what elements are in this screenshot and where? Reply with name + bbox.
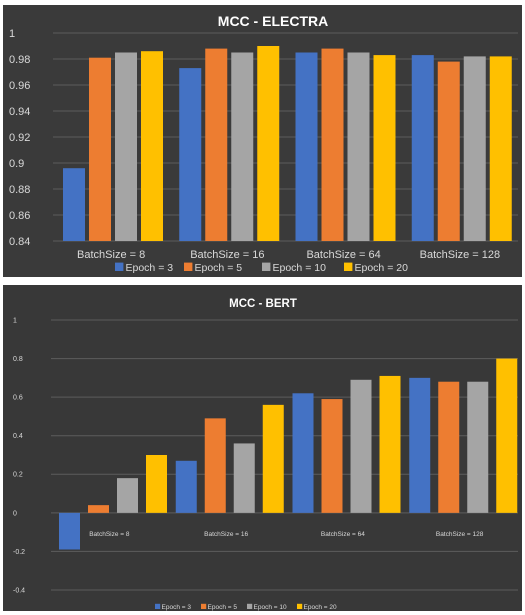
x-category-label: BatchSize = 8 xyxy=(77,249,145,261)
bar xyxy=(295,52,318,241)
chart-title: MCC - ELECTRA xyxy=(218,13,328,29)
legend-label: Epoch = 3 xyxy=(126,262,174,274)
legend-label: Epoch = 10 xyxy=(273,262,327,274)
bar xyxy=(141,51,163,242)
y-tick-label: 0.2 xyxy=(13,472,23,479)
y-tick-label: 0 xyxy=(13,510,17,517)
legend-label: Epoch = 20 xyxy=(355,262,409,274)
bar xyxy=(350,379,372,513)
bar xyxy=(204,418,226,513)
bar xyxy=(409,377,431,513)
y-tick-label: 0.96 xyxy=(9,80,30,92)
y-tick-label: 0.4 xyxy=(13,433,23,440)
bar xyxy=(321,48,344,241)
legend-swatch xyxy=(297,603,303,609)
y-tick-label: 1 xyxy=(13,317,17,324)
y-tick-label: 0.84 xyxy=(9,236,30,248)
y-tick-label: 1 xyxy=(9,28,15,40)
y-tick-label: 0.92 xyxy=(9,132,30,144)
bar xyxy=(467,381,489,513)
x-category-label: BatchSize = 64 xyxy=(306,249,380,261)
y-tick-label: 0.98 xyxy=(9,54,30,66)
bar xyxy=(257,46,280,241)
y-tick-label: 0.8 xyxy=(13,356,23,363)
legend-label: Epoch = 5 xyxy=(208,604,238,611)
y-tick-label: 0.6 xyxy=(13,395,23,402)
legend-label: Epoch = 5 xyxy=(195,262,243,274)
bar xyxy=(437,61,460,241)
x-category-label: BatchSize = 16 xyxy=(204,531,248,538)
bar xyxy=(179,68,202,241)
bar xyxy=(321,399,343,513)
legend-swatch xyxy=(247,603,253,609)
x-category-label: BatchSize = 16 xyxy=(190,249,264,261)
x-category-label: BatchSize = 128 xyxy=(436,531,484,538)
legend-swatch xyxy=(262,262,271,271)
bar xyxy=(231,52,254,241)
bar xyxy=(89,57,111,242)
legend-swatch xyxy=(184,262,193,271)
legend-label: Epoch = 10 xyxy=(254,604,287,611)
legend-swatch xyxy=(201,603,207,609)
legend-label: Epoch = 20 xyxy=(304,604,337,611)
legend-swatch xyxy=(155,603,161,609)
bar xyxy=(262,404,284,513)
bar xyxy=(146,455,167,513)
bert-chart-panel: MCC - BERT -0.4 -0.2 0 0.2 0.4 0.6 0.8 1 BatchSiz… xyxy=(3,285,522,611)
y-tick-label: 0.9 xyxy=(9,158,24,170)
legend-swatch xyxy=(344,262,353,271)
y-tick-label: -0.2 xyxy=(13,549,25,556)
y-tick-label: -0.4 xyxy=(13,587,25,594)
x-category-label: BatchSize = 64 xyxy=(321,531,365,538)
chart-title: MCC - BERT xyxy=(229,298,297,310)
bar xyxy=(205,48,228,241)
y-tick-label: 0.94 xyxy=(9,106,30,118)
bar xyxy=(411,55,434,241)
bar xyxy=(117,478,138,513)
bar xyxy=(373,55,396,241)
bar xyxy=(438,381,460,513)
legend-swatch xyxy=(115,262,124,271)
bert-chart: MCC - BERT -0.4 -0.2 0 0.2 0.4 0.6 0.8 1 BatchSiz… xyxy=(13,298,518,611)
bar xyxy=(59,512,80,550)
electra-chart-panel: MCC - ELECTRA 0.84 0.86 0.88 0.9 0.92 0.94 0.96… xyxy=(3,5,522,277)
bar xyxy=(88,505,109,513)
bar xyxy=(115,52,137,241)
bar xyxy=(292,393,314,513)
bar xyxy=(496,358,518,513)
bar xyxy=(175,460,197,513)
legend-label: Epoch = 3 xyxy=(162,604,192,611)
x-category-label: BatchSize = 128 xyxy=(420,249,500,261)
bar xyxy=(463,56,486,242)
bar xyxy=(63,168,85,241)
bar xyxy=(489,56,512,242)
x-category-label: BatchSize = 8 xyxy=(89,531,130,538)
electra-chart: MCC - ELECTRA 0.84 0.86 0.88 0.9 0.92 0.94 0.96… xyxy=(9,13,518,274)
bar xyxy=(347,52,370,241)
y-tick-label: 0.86 xyxy=(9,210,30,222)
y-tick-label: 0.88 xyxy=(9,184,30,196)
bar xyxy=(379,375,401,513)
bar xyxy=(233,443,255,513)
